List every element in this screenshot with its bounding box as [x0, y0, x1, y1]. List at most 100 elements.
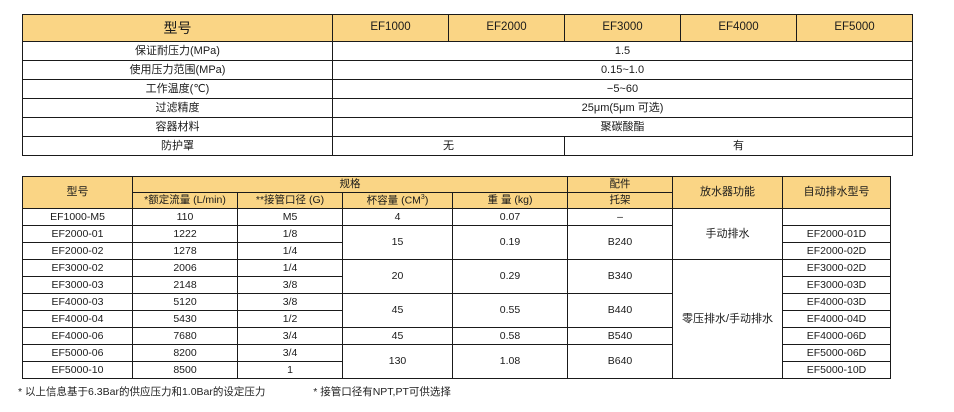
spec-header-ef4000: EF4000: [680, 14, 797, 42]
cell-port: 3/8: [237, 293, 343, 311]
spec-value-bowl-guard-yes: 有: [564, 136, 913, 156]
model-selection-table-container: 型号 规格 配件 放水器功能 自动排水型号 *额定流量 (L/min) **接管…: [22, 176, 891, 379]
cell-model: EF4000-03: [22, 293, 133, 311]
model-header-model: 型号: [22, 176, 133, 209]
spec-value-temperature: −5~60: [332, 79, 913, 99]
table-row: EF4000-03 5120 3/8 45 0.55 B440 EF4000-0…: [22, 293, 891, 328]
table-row: EF3000-02 2006 1/4 20 0.29 B340 零压排水/手动排…: [22, 259, 891, 379]
spec-header-row: 型号 EF1000 EF2000 EF3000 EF4000 EF5000: [22, 14, 913, 42]
cell-cup-capacity: 130: [342, 344, 453, 379]
cell-model: EF3000-02: [22, 259, 133, 277]
specification-table: 型号 EF1000 EF2000 EF3000 EF4000 EF5000 保证…: [22, 14, 913, 156]
spec-header-ef2000: EF2000: [448, 14, 565, 42]
cell-port: 1/4: [237, 242, 343, 260]
cell-weight: 0.58: [452, 327, 568, 345]
cell-cup-capacity: 20: [342, 259, 453, 294]
spec-label-bowl-guard: 防护罩: [22, 136, 333, 156]
spec-label-temperature: 工作温度(℃): [22, 79, 333, 99]
cell-weight: 0.07: [452, 208, 568, 226]
model-header-bracket: 托架: [567, 192, 673, 209]
footnotes: * 以上信息基于6.3Bar的供应压力和1.0Bar的设定压力 * 接管口径有N…: [18, 384, 451, 399]
table-row: EF4000-04 5430 1/2 EF4000-04D: [22, 310, 891, 328]
cell-model: EF4000-06: [22, 327, 133, 345]
cell-flow: 8500: [132, 361, 238, 379]
spec-label-filtration: 过滤精度: [22, 98, 333, 118]
cell-port: M5: [237, 208, 343, 226]
table-row: EF3000-03 2148 3/8 EF3000-03D: [22, 276, 891, 294]
model-header-flow: *额定流量 (L/min): [132, 192, 238, 209]
model-header-sub-row: *额定流量 (L/min) **接管口径 (G) 杯容量 (CM3) 重 量 (…: [23, 192, 891, 209]
cell-cup-capacity: 45: [342, 293, 453, 328]
cell-cup-capacity: 45: [342, 327, 453, 345]
cell-bracket: B240: [567, 225, 673, 260]
spec-row-temperature: 工作温度(℃) −5~60: [22, 79, 913, 99]
table-row: EF5000-06 8200 3/4 130 1.08 B640 EF5000-…: [22, 344, 891, 379]
cell-auto-drain-model: EF2000-01D: [782, 225, 891, 243]
cell-flow: 5430: [132, 310, 238, 328]
model-header-cup-capacity: 杯容量 (CM3): [342, 192, 453, 209]
spec-label-bowl-material: 容器材料: [22, 117, 333, 137]
spec-row-bowl-guard: 防护罩 无 有: [22, 136, 913, 156]
model-header-weight: 重 量 (kg): [452, 192, 568, 209]
cell-bracket: –: [567, 208, 673, 226]
cell-auto-drain-model: EF4000-03D: [782, 293, 891, 311]
cell-flow: 1278: [132, 242, 238, 260]
specification-table-container: 型号 EF1000 EF2000 EF3000 EF4000 EF5000 保证…: [22, 14, 913, 156]
spec-value-filtration: 25μm(5μm 可选): [332, 98, 913, 118]
cell-model: EF5000-06: [22, 344, 133, 362]
cell-auto-drain-model: EF5000-10D: [782, 361, 891, 379]
spec-value-bowl-guard-none: 无: [332, 136, 565, 156]
cell-auto-drain-model: [782, 208, 891, 226]
cell-port: 1: [237, 361, 343, 379]
cell-port: 1/8: [237, 225, 343, 243]
cell-model: EF2000-02: [22, 242, 133, 260]
model-header-accessory-group: 配件: [567, 176, 673, 193]
model-header-port: **接管口径 (G): [237, 192, 343, 209]
cell-cup-capacity: 4: [342, 208, 453, 226]
cell-weight: 0.55: [452, 293, 568, 328]
footnote-port-thread-options: * 接管口径有NPT,PT可供选择: [313, 386, 451, 398]
cell-auto-drain-model: EF5000-06D: [782, 344, 891, 362]
cell-model: EF4000-04: [22, 310, 133, 328]
spec-row-filtration: 过滤精度 25μm(5μm 可选): [22, 98, 913, 118]
cell-auto-drain-model: EF2000-02D: [782, 242, 891, 260]
footnote-pressure-basis: * 以上信息基于6.3Bar的供应压力和1.0Bar的设定压力: [18, 386, 266, 398]
table-row: EF1000-M5 110 M5 4 0.07 – 手动排水: [22, 208, 891, 260]
spec-row-proof-pressure: 保证耐压力(MPa) 1.5: [22, 41, 913, 61]
spec-value-bowl-material: 聚碳酸酯: [332, 117, 913, 137]
cell-model: EF5000-10: [22, 361, 133, 379]
cell-flow: 2148: [132, 276, 238, 294]
model-header-auto-drain-model: 自动排水型号: [782, 176, 891, 209]
spec-label-working-pressure: 使用压力范围(MPa): [22, 60, 333, 80]
spec-header-ef5000: EF5000: [796, 14, 913, 42]
spec-row-working-pressure: 使用压力范围(MPa) 0.15~1.0: [22, 60, 913, 80]
cell-port: 1/2: [237, 310, 343, 328]
spec-header-model: 型号: [22, 14, 333, 42]
cell-port: 3/4: [237, 327, 343, 345]
cell-flow: 5120: [132, 293, 238, 311]
spec-label-proof-pressure: 保证耐压力(MPa): [22, 41, 333, 61]
cell-weight: 0.29: [452, 259, 568, 294]
cell-flow: 8200: [132, 344, 238, 362]
spec-value-proof-pressure: 1.5: [332, 41, 913, 61]
spec-value-working-pressure: 0.15~1.0: [332, 60, 913, 80]
spec-header-ef1000: EF1000: [332, 14, 449, 42]
cup-capacity-close: ): [424, 194, 429, 207]
cell-bracket: B640: [567, 344, 673, 379]
cell-drain-function-manual: 手动排水: [672, 208, 783, 260]
cell-bracket: B440: [567, 293, 673, 328]
cell-drain-function-zero-pressure-manual: 零压排水/手动排水: [672, 259, 783, 379]
cell-auto-drain-model: EF3000-03D: [782, 276, 891, 294]
cell-auto-drain-model: EF3000-02D: [782, 259, 891, 277]
cup-capacity-exponent: 3: [420, 194, 425, 202]
cell-flow: 110: [132, 208, 238, 226]
cell-flow: 7680: [132, 327, 238, 345]
cell-port: 3/8: [237, 276, 343, 294]
cell-weight: 1.08: [452, 344, 568, 379]
cell-port: 1/4: [237, 259, 343, 277]
table-row: EF5000-10 8500 1 EF5000-10D: [22, 361, 891, 379]
cup-capacity-text: 杯容量 (CM: [366, 194, 421, 207]
table-row: EF2000-02 1278 1/4 EF2000-02D: [22, 242, 891, 260]
cell-auto-drain-model: EF4000-04D: [782, 310, 891, 328]
cell-bracket: B540: [567, 327, 673, 345]
